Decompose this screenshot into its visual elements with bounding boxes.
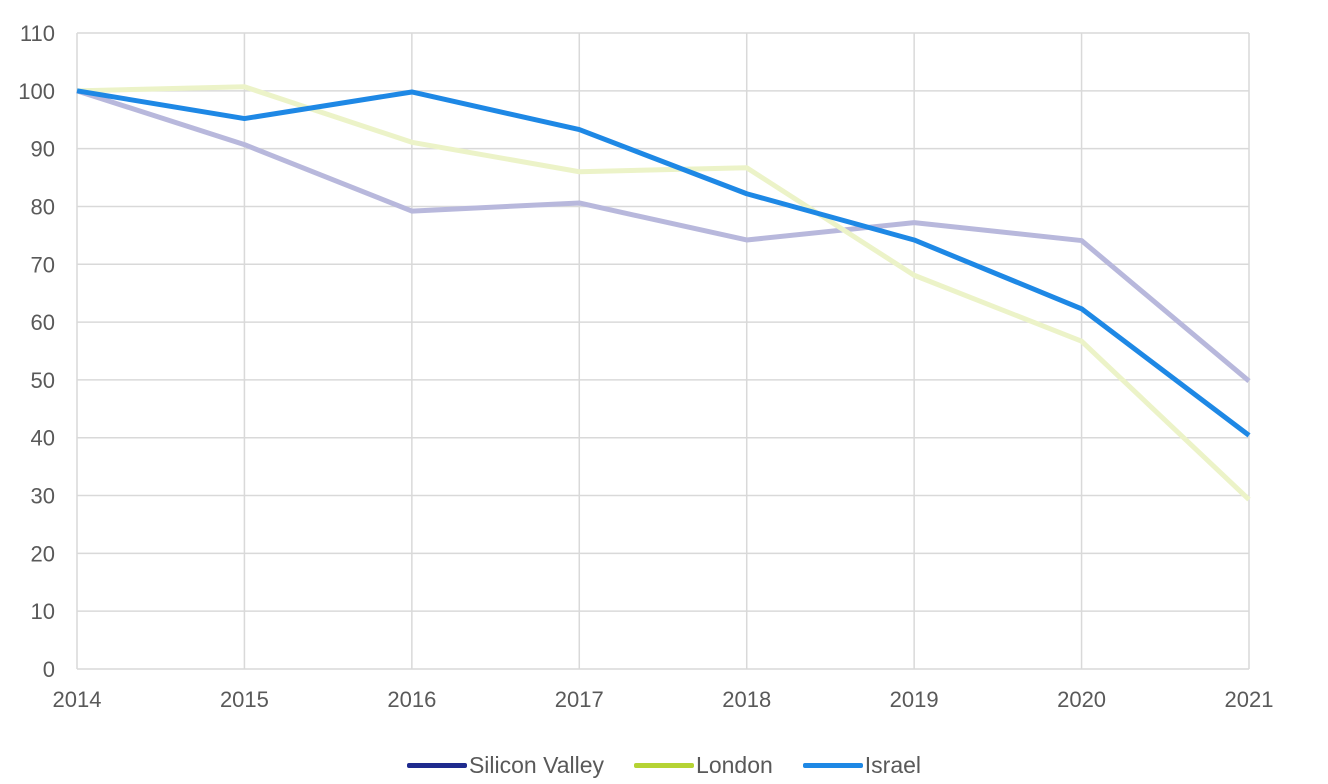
y-tick-label: 80 [31,194,55,219]
legend-label-silicon-valley: Silicon Valley [468,751,605,778]
x-tick-label: 2018 [722,687,771,712]
legend-swatch-israel [802,762,863,768]
series-lines [76,84,1251,502]
y-tick-label: 100 [18,79,55,104]
x-tick-label: 2020 [1057,687,1106,712]
y-tick-label: 110 [20,21,55,46]
x-tick-label: 2016 [387,687,436,712]
legend-item-israel[interactable]: Israel [802,751,922,779]
y-axis-tick-labels: 0 10 20 30 40 50 60 70 80 90 100 110 [18,21,55,682]
legend-label-london: London [696,751,773,778]
gridlines [76,32,1250,670]
y-tick-label: 30 [31,484,55,509]
x-tick-label: 2015 [220,687,269,712]
y-tick-label: 20 [31,541,55,566]
x-tick-label: 2021 [1225,687,1274,712]
legend: Silicon Valley London Israel [0,748,1328,782]
x-tick-label: 2019 [890,687,939,712]
x-axis-tick-labels: 2014 2015 2016 2017 2018 2019 2020 2021 [53,687,1274,712]
legend-item-silicon-valley[interactable]: Silicon Valley [406,751,605,779]
y-tick-label: 50 [31,368,55,393]
x-tick-label: 2017 [555,687,604,712]
legend-swatch-silicon-valley [406,762,467,768]
y-tick-label: 60 [31,310,55,335]
y-tick-label: 10 [31,599,55,624]
x-tick-label: 2014 [53,687,102,712]
y-tick-label: 40 [31,426,55,451]
y-tick-label: 0 [43,657,55,682]
series-line-london [76,84,1251,502]
series-line-israel [76,88,1251,438]
series-line-silicon-valley [76,88,1251,383]
y-tick-label: 90 [31,137,55,162]
legend-item-london[interactable]: London [634,752,773,779]
legend-swatch-london [634,762,695,768]
legend-label-israel: Israel [864,751,922,778]
y-tick-label: 70 [31,252,55,277]
